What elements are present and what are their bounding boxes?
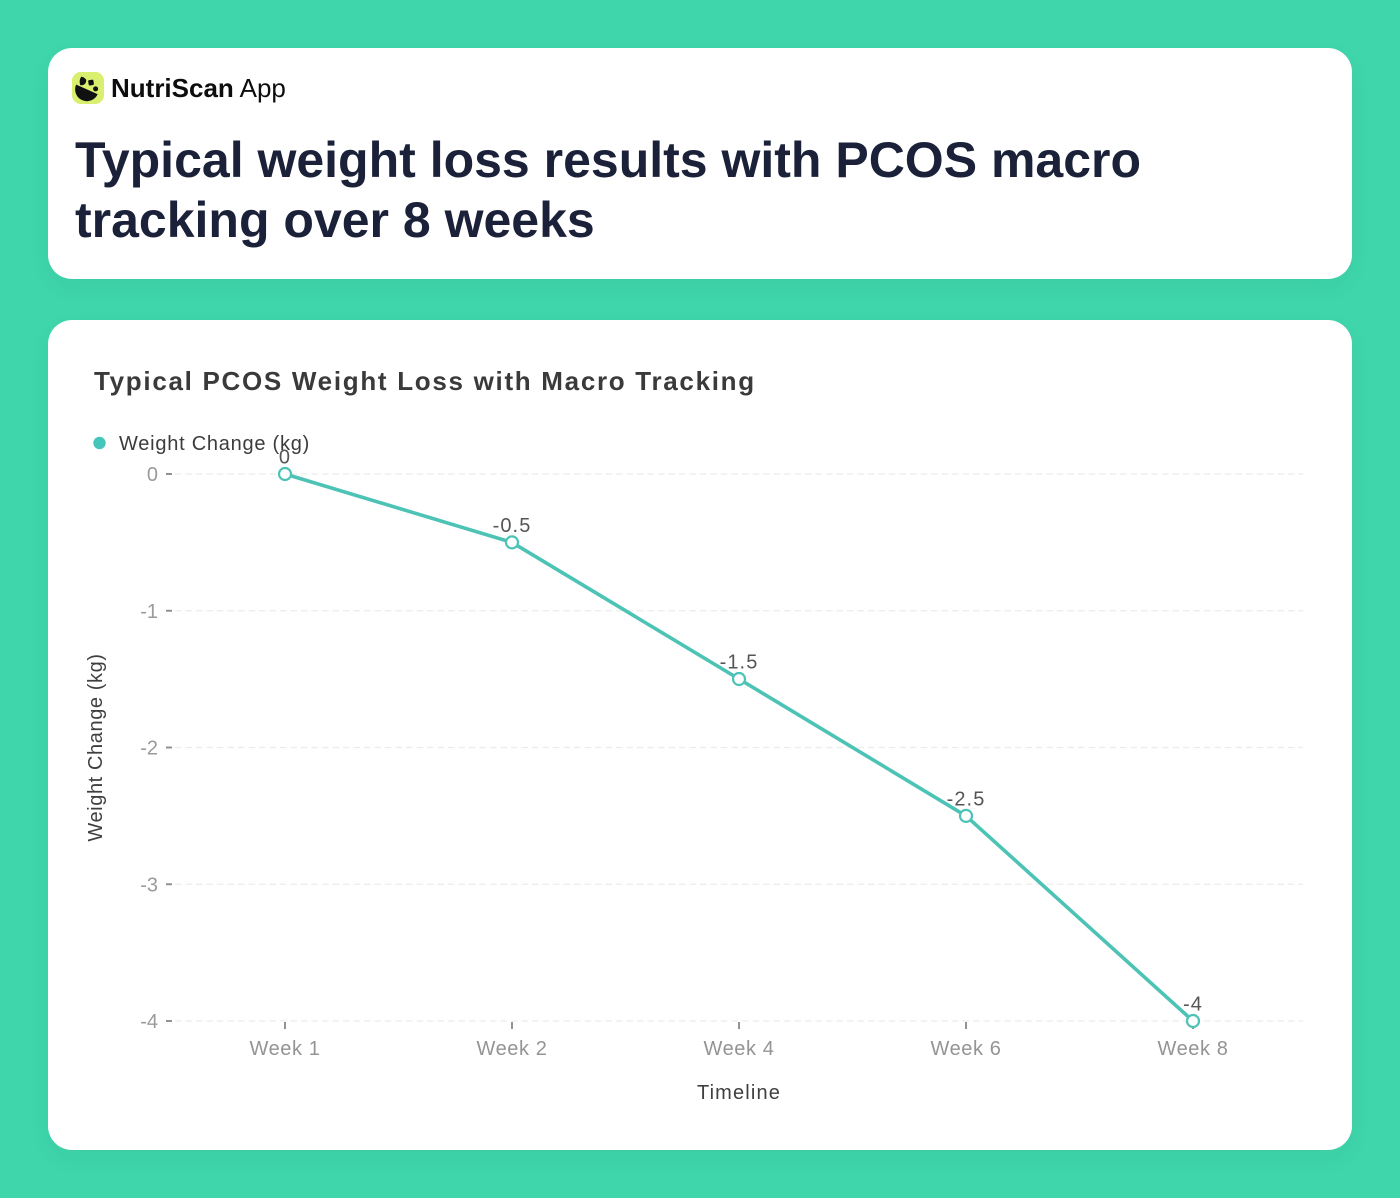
- svg-text:Week 1: Week 1: [249, 1038, 320, 1060]
- svg-text:0: 0: [279, 447, 291, 469]
- svg-text:-1.5: -1.5: [720, 652, 759, 674]
- svg-text:Weight Change (kg): Weight Change (kg): [85, 653, 107, 841]
- svg-text:Week 8: Week 8: [1157, 1038, 1228, 1060]
- svg-text:0: 0: [147, 464, 158, 486]
- svg-text:Typical PCOS Weight Loss with: Typical PCOS Weight Loss with Macro Trac…: [94, 366, 756, 396]
- svg-text:-2: -2: [140, 738, 158, 760]
- svg-text:Weight Change (kg): Weight Change (kg): [119, 433, 310, 455]
- svg-text:Week 4: Week 4: [703, 1038, 774, 1060]
- svg-text:-0.5: -0.5: [493, 515, 532, 537]
- svg-text:-3: -3: [140, 874, 158, 896]
- svg-text:-4: -4: [140, 1011, 158, 1033]
- svg-text:-1: -1: [140, 601, 158, 623]
- svg-text:Week 2: Week 2: [476, 1038, 547, 1060]
- svg-text:-2.5: -2.5: [947, 789, 986, 811]
- svg-text:Timeline: Timeline: [697, 1082, 781, 1104]
- svg-text:Week 6: Week 6: [930, 1038, 1001, 1060]
- svg-text:-4: -4: [1183, 994, 1203, 1016]
